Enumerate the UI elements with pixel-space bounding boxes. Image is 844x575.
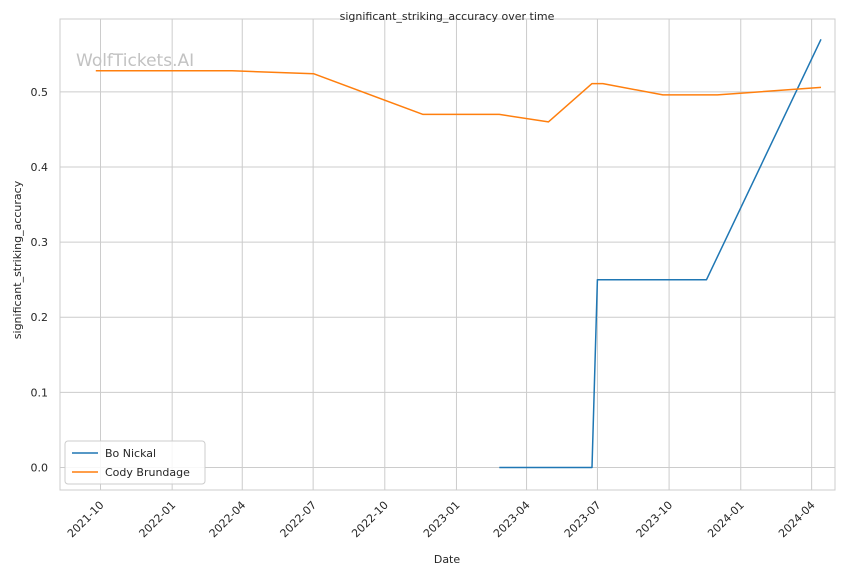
series-line-bo-nickal (499, 38, 822, 469)
series-layer (95, 38, 822, 469)
y-tick-label: 0.2 (31, 311, 49, 324)
chart-title: significant_striking_accuracy over time (340, 10, 555, 23)
watermark: WolfTickets.AI (76, 51, 194, 71)
y-tick-label: 0.1 (31, 386, 49, 399)
legend-label-cody-brundage: Cody Brundage (105, 466, 190, 479)
y-tick-label: 0.5 (31, 86, 49, 99)
x-axis-label: Date (434, 553, 461, 566)
legend-box (64, 440, 206, 485)
plot-frame (59, 18, 836, 491)
y-tick-label: 0.3 (31, 236, 49, 249)
legend-label-bo-nickal: Bo Nickal (105, 447, 156, 460)
series-line-cody-brundage (95, 70, 822, 123)
y-tick-label: 0.0 (31, 461, 49, 474)
legend: Bo Nickal Cody Brundage (64, 440, 206, 485)
y-axis-label: significant_striking_accuracy (11, 180, 24, 339)
y-tick-label: 0.4 (31, 161, 49, 174)
y-tick-labels: 0.0 0.1 0.2 0.3 0.4 0.5 (31, 86, 49, 475)
